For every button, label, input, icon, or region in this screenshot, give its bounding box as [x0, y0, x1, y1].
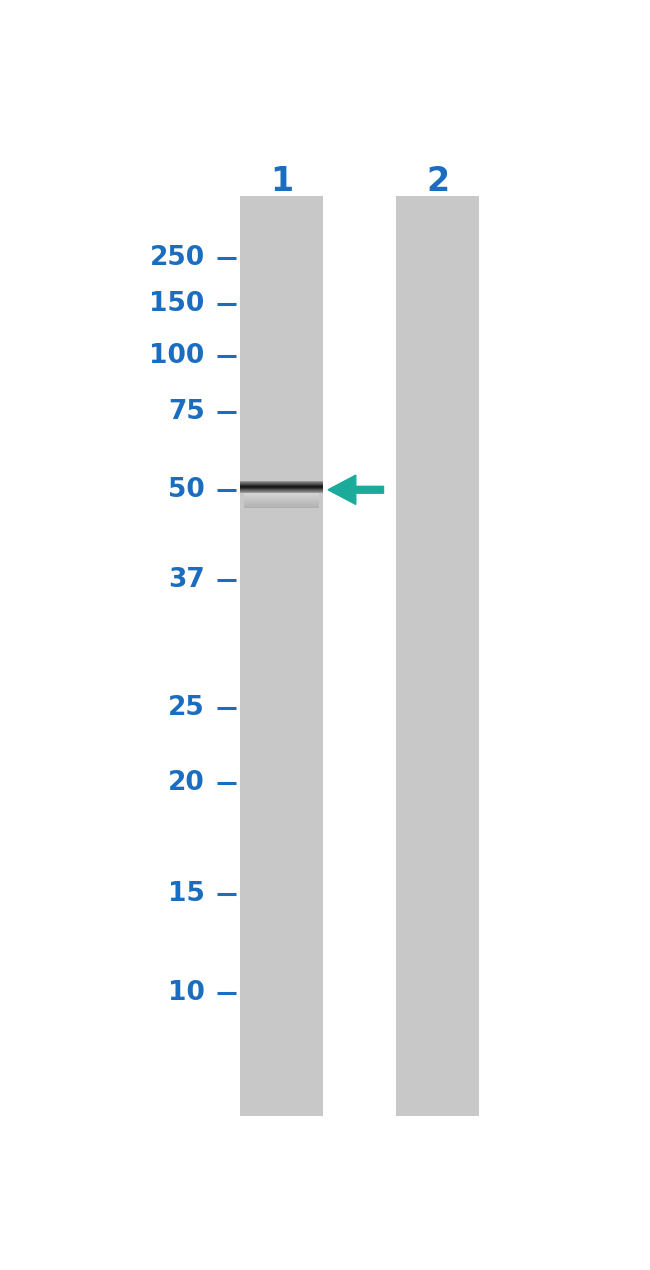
Bar: [244, 493, 319, 494]
Text: 1: 1: [270, 165, 293, 198]
Bar: [396, 197, 479, 1115]
Text: 250: 250: [150, 245, 205, 271]
Text: 15: 15: [168, 880, 205, 907]
Text: 50: 50: [168, 476, 205, 503]
Text: 100: 100: [150, 343, 205, 368]
Bar: [244, 497, 319, 498]
FancyArrow shape: [328, 475, 384, 504]
Bar: [244, 500, 319, 502]
Text: 10: 10: [168, 980, 205, 1006]
Text: 2: 2: [426, 165, 449, 198]
Bar: [244, 505, 319, 507]
Text: 25: 25: [168, 695, 205, 721]
Bar: [244, 495, 319, 497]
Bar: [240, 197, 323, 1115]
Text: 150: 150: [150, 291, 205, 318]
Bar: [244, 491, 319, 493]
Bar: [244, 503, 319, 504]
Bar: [244, 502, 319, 503]
Text: 75: 75: [168, 399, 205, 424]
Bar: [244, 507, 319, 508]
Bar: [244, 504, 319, 505]
Bar: [244, 499, 319, 500]
Bar: [244, 494, 319, 495]
Text: 37: 37: [168, 566, 205, 593]
Text: 20: 20: [168, 770, 205, 796]
